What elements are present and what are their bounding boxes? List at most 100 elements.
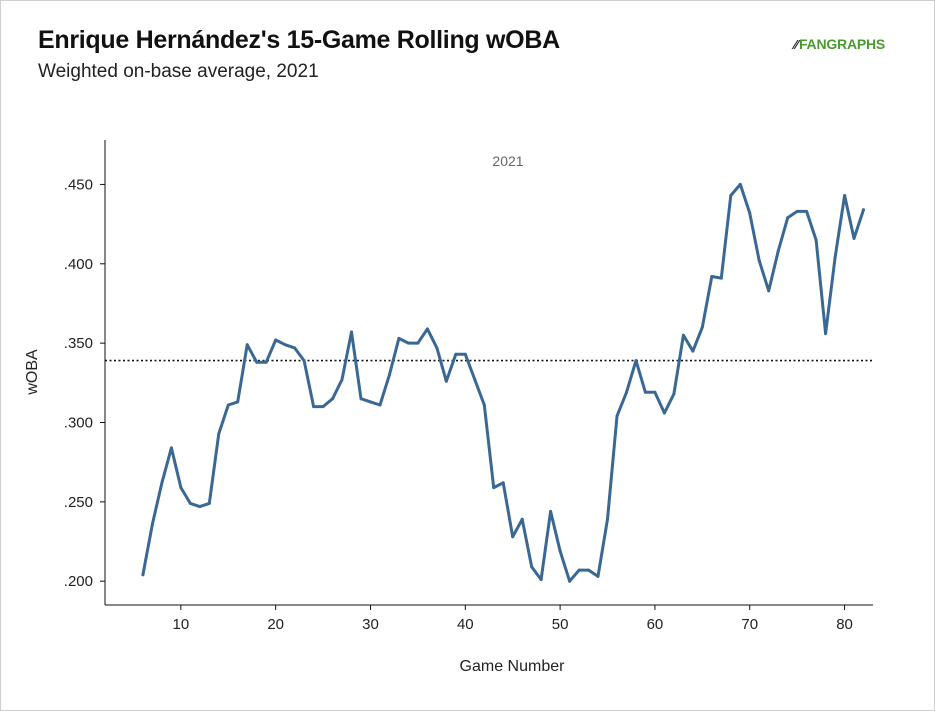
- data-point: [264, 360, 268, 364]
- chart-marks: [105, 182, 873, 583]
- data-point: [852, 236, 856, 240]
- data-point: [606, 517, 609, 521]
- data-point: [188, 501, 192, 505]
- data-point: [757, 259, 761, 263]
- data-point: [615, 414, 619, 418]
- data-point: [568, 579, 572, 583]
- data-point: [312, 405, 316, 409]
- data-point: [530, 565, 534, 569]
- data-point: [207, 501, 211, 505]
- data-point: [719, 276, 723, 280]
- data-point: [293, 346, 297, 350]
- data-point: [748, 211, 752, 215]
- x-axis-title: Game Number: [460, 658, 566, 675]
- data-point: [444, 379, 448, 383]
- data-point: [454, 352, 458, 356]
- data-point: [786, 216, 790, 220]
- data-point: [824, 332, 828, 336]
- data-point: [406, 341, 410, 345]
- data-point: [463, 352, 467, 356]
- data-point: [331, 397, 335, 401]
- data-point: [511, 535, 515, 539]
- data-point: [558, 549, 562, 553]
- data-point: [587, 568, 591, 572]
- data-point: [577, 568, 581, 572]
- data-point: [179, 486, 183, 490]
- data-point: [245, 343, 249, 347]
- data-point: [492, 486, 496, 490]
- data-point: [359, 397, 363, 401]
- data-point: [805, 209, 809, 213]
- data-point: [226, 403, 230, 407]
- x-tick-label: 30: [362, 616, 379, 633]
- chart-title: Enrique Hernández's 15-Game Rolling wOBA: [38, 26, 560, 54]
- x-tick-label: 80: [836, 616, 853, 633]
- data-point: [549, 509, 553, 513]
- data-point: [340, 378, 344, 382]
- data-point: [397, 336, 401, 340]
- data-point: [643, 390, 647, 394]
- data-point: [350, 330, 353, 334]
- data-point: [672, 392, 676, 396]
- data-point: [662, 411, 666, 415]
- y-tick-label: .300: [64, 414, 93, 431]
- data-point: [795, 209, 799, 213]
- data-point: [596, 574, 600, 578]
- data-point: [473, 378, 477, 382]
- data-point: [283, 343, 287, 347]
- x-tick-label: 20: [267, 616, 284, 633]
- x-tick-label: 70: [741, 616, 758, 633]
- data-point: [255, 360, 259, 364]
- data-point: [710, 275, 714, 278]
- data-point: [539, 578, 543, 582]
- data-point: [634, 359, 638, 363]
- y-tick-label: .400: [64, 256, 93, 273]
- data-point: [141, 573, 145, 577]
- data-point: [843, 194, 847, 197]
- data-point: [425, 327, 429, 331]
- data-point: [681, 333, 685, 337]
- y-tick-label: .350: [64, 335, 93, 352]
- y-tick-label: .200: [64, 573, 93, 590]
- data-point: [160, 481, 164, 485]
- data-point: [198, 505, 202, 509]
- data-point: [520, 517, 524, 521]
- data-point: [833, 255, 837, 259]
- axis-ticks: 10 20 30 40 50 60 70 80 .200 .250 .300 .350 .400 .450: [64, 176, 853, 633]
- data-point: [814, 238, 818, 242]
- data-point: [169, 446, 173, 450]
- x-tick-label: 10: [173, 616, 190, 633]
- x-tick-label: 50: [552, 616, 569, 633]
- data-point: [274, 338, 278, 342]
- y-tick-label: .450: [64, 176, 93, 193]
- data-point: [767, 289, 771, 293]
- data-point: [302, 359, 306, 363]
- data-point: [501, 481, 505, 485]
- data-point: [738, 182, 742, 186]
- data-point: [435, 346, 439, 350]
- panel-label: 2021: [492, 153, 523, 169]
- data-point: [378, 403, 382, 407]
- x-tick-label: 40: [457, 616, 474, 633]
- data-point: [776, 249, 780, 253]
- data-point: [387, 373, 391, 377]
- data-point: [321, 405, 325, 409]
- y-axis-title: wOBA: [24, 349, 41, 396]
- data-point: [691, 349, 695, 353]
- data-point: [700, 325, 704, 329]
- data-point: [482, 403, 486, 407]
- data-point: [150, 522, 154, 526]
- woba-series-line: [141, 182, 865, 583]
- data-point: [653, 390, 657, 394]
- data-point: [416, 341, 420, 345]
- data-point: [729, 194, 733, 197]
- chart-subtitle: Weighted on-base average, 2021: [38, 61, 319, 82]
- y-tick-label: .250: [64, 494, 93, 511]
- data-point: [217, 432, 221, 436]
- logo-mark-icon: ⁄⁄: [794, 37, 798, 52]
- fangraphs-logo: ⁄⁄FANGRAPHS: [794, 36, 885, 52]
- data-point: [862, 208, 865, 212]
- data-point: [369, 400, 372, 404]
- data-point: [625, 390, 628, 394]
